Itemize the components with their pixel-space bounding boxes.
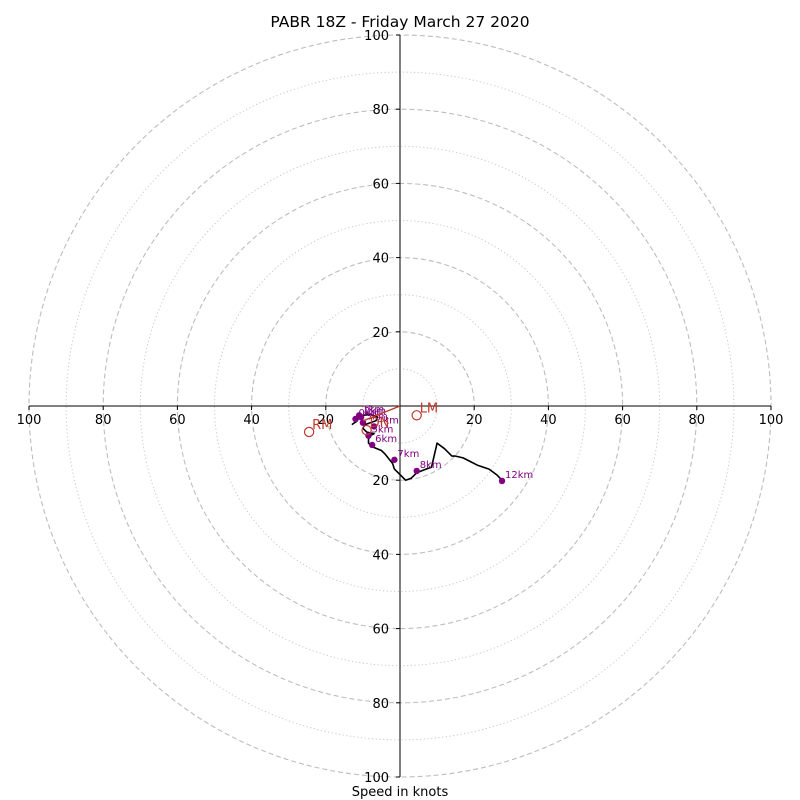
height-label: 0km <box>358 408 380 419</box>
height-label: 3km <box>366 412 388 423</box>
x-tick-label: 20 <box>318 413 335 428</box>
height-label: 2km <box>364 406 386 417</box>
x-tick-label: 80 <box>95 413 112 428</box>
hodograph-trace <box>351 413 505 483</box>
x-tick-label: 80 <box>689 413 706 428</box>
storm-motion-group: LM RM DN <box>303 401 438 438</box>
height-label: 1km <box>362 404 384 415</box>
x-tick-label: 60 <box>169 413 186 428</box>
height-marker <box>365 432 372 439</box>
height-label: 8km <box>420 460 442 471</box>
height-label: 5km <box>371 425 393 436</box>
height-label: 12km <box>505 470 533 481</box>
height-marker <box>357 413 365 421</box>
height-marker <box>391 456 398 463</box>
storm-motion-marker-rm <box>303 426 315 438</box>
hodograph-trace-group <box>351 413 505 483</box>
x-axis-label: Speed in knots <box>352 785 449 800</box>
x-tick-label: 40 <box>540 413 557 428</box>
height-label: 7km <box>397 449 419 460</box>
y-tick-label: 60 <box>372 623 389 638</box>
y-tick-label: 20 <box>372 326 389 341</box>
chart-title: PABR 18Z - Friday March 27 2020 <box>270 13 529 31</box>
y-tick-label: 40 <box>372 548 389 563</box>
mean-wind-vector <box>362 405 401 422</box>
height-marker <box>413 467 420 475</box>
y-tick-label: 80 <box>372 103 389 118</box>
y-tick-label: 60 <box>372 177 389 192</box>
storm-motion-marker-dn <box>361 424 372 436</box>
x-tick-label: 40 <box>243 413 260 428</box>
height-label: 4km <box>377 415 399 426</box>
storm-motion-label-lm: LM <box>420 401 438 416</box>
storm-motion-marker-lm <box>411 410 422 421</box>
y-tick-label: 100 <box>364 771 389 786</box>
x-tick-label: 100 <box>17 413 42 428</box>
x-tick-label: 60 <box>614 413 631 428</box>
height-marker <box>370 423 378 430</box>
storm-motion-label-rm: RM <box>312 418 332 433</box>
y-tick-label: 20 <box>372 474 389 489</box>
y-tick-label: 100 <box>364 29 389 44</box>
x-tick-label: 100 <box>759 413 784 428</box>
y-tick-label: 80 <box>372 697 389 712</box>
tick-labels: 100 80 60 40 20 20 40 60 80 100 20 40 60 80 100 20 40 60 8… <box>17 29 784 786</box>
height-marker <box>498 477 506 485</box>
height-marker <box>368 441 376 449</box>
height-label: 6km <box>375 434 397 445</box>
y-tick-label: 40 <box>372 252 389 267</box>
height-marker <box>359 419 367 426</box>
storm-motion-label-dn: DN <box>370 416 390 431</box>
x-tick-label: 20 <box>466 413 483 428</box>
